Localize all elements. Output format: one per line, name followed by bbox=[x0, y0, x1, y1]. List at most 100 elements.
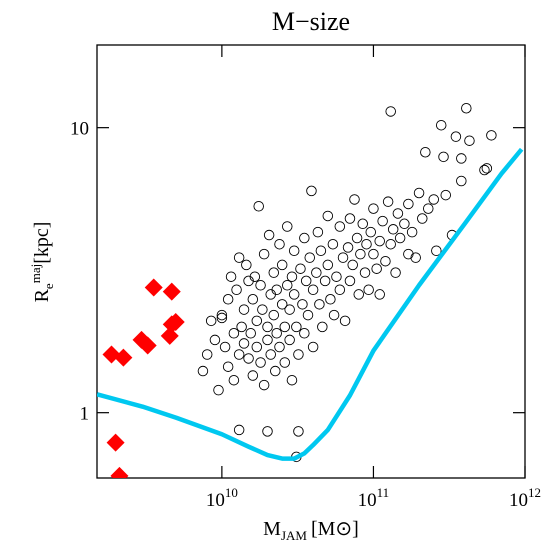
scatter-point bbox=[334, 221, 346, 232]
scatter-point bbox=[327, 238, 339, 250]
diamond-point bbox=[114, 348, 133, 367]
scatter-point bbox=[268, 309, 280, 321]
scatter-point bbox=[387, 224, 399, 235]
scatter-point bbox=[247, 370, 259, 381]
scatter-point bbox=[293, 349, 304, 360]
x-label-sub: JAM bbox=[281, 528, 307, 543]
scatter-point bbox=[299, 232, 310, 244]
scatter-point bbox=[291, 321, 302, 333]
scatter-point bbox=[300, 275, 312, 287]
scatter-point bbox=[276, 299, 288, 310]
diamond-point bbox=[106, 433, 125, 452]
diamond-point bbox=[160, 326, 179, 345]
x-tick-exponent: 11 bbox=[377, 485, 390, 500]
diamond-point bbox=[144, 278, 163, 297]
scatter-point bbox=[420, 146, 431, 158]
scatter-point bbox=[351, 232, 363, 244]
scatter-point bbox=[233, 252, 245, 263]
scatter-point bbox=[274, 238, 285, 250]
scatter-point bbox=[228, 374, 240, 386]
scatter-point bbox=[328, 309, 340, 321]
scatter-point bbox=[306, 185, 317, 197]
scatter-point bbox=[374, 289, 385, 300]
scatter-point bbox=[295, 263, 306, 274]
scatter-point bbox=[255, 357, 266, 368]
x-tick-label: 1012 bbox=[509, 485, 541, 511]
scatter-point bbox=[349, 194, 360, 205]
scatter-point bbox=[461, 102, 472, 114]
scatter-point bbox=[249, 271, 261, 282]
scatter-point bbox=[314, 299, 325, 310]
scatter-point bbox=[315, 245, 327, 256]
scatter-point bbox=[392, 208, 404, 219]
scatter-point bbox=[241, 259, 252, 271]
scatter-point bbox=[238, 338, 250, 349]
diamond-point bbox=[110, 466, 129, 478]
scatter-point bbox=[368, 203, 379, 214]
scatter-point bbox=[312, 226, 324, 238]
x-label-unit: [M⊙] bbox=[311, 518, 359, 540]
scatter-point bbox=[347, 259, 358, 271]
scatter-point bbox=[257, 304, 268, 315]
scatter-point bbox=[271, 327, 282, 339]
scatter-point bbox=[307, 341, 319, 353]
scatter-point bbox=[219, 341, 231, 353]
scatter-point bbox=[322, 259, 334, 271]
scatter-point bbox=[371, 263, 382, 274]
scatter-point bbox=[456, 175, 467, 187]
scatter-point bbox=[413, 187, 425, 199]
diamond-point bbox=[162, 282, 181, 301]
scatter-point bbox=[365, 226, 377, 238]
scatter-point bbox=[377, 215, 388, 227]
y-tick-label: 1 bbox=[80, 404, 90, 425]
y-label-main: R bbox=[31, 288, 53, 302]
x-tick-base: 10 bbox=[509, 490, 528, 511]
scatter-point bbox=[228, 327, 240, 339]
scatter-point bbox=[385, 106, 396, 117]
scatter-point bbox=[262, 334, 273, 346]
scatter-point bbox=[304, 252, 315, 263]
scatter-point bbox=[344, 213, 356, 224]
x-axis-label: MJAM [M⊙] bbox=[263, 518, 359, 543]
scatter-point bbox=[282, 279, 293, 291]
scatter-point bbox=[251, 315, 263, 327]
scatter-point bbox=[258, 248, 270, 260]
scatter-point bbox=[435, 119, 447, 131]
scatter-point bbox=[337, 252, 349, 263]
scatter-point bbox=[276, 259, 288, 271]
scatter-point bbox=[274, 341, 285, 353]
chart-title: M−size bbox=[272, 7, 350, 36]
x-tick-base: 10 bbox=[358, 490, 377, 511]
scatter-point bbox=[222, 361, 234, 372]
scatter-point bbox=[231, 284, 242, 295]
diamond-point bbox=[138, 336, 157, 355]
scatter-point bbox=[265, 289, 276, 300]
scatter-point bbox=[268, 267, 280, 278]
scatter-point bbox=[361, 238, 372, 250]
scatter-point bbox=[339, 315, 351, 327]
y-tick-label: 10 bbox=[70, 119, 89, 140]
scatter-point bbox=[255, 279, 266, 291]
scatter-point bbox=[282, 221, 293, 232]
scatter-point bbox=[456, 153, 467, 164]
scatter-point bbox=[245, 327, 256, 339]
scatter-point bbox=[342, 242, 354, 253]
y-label-sub: e bbox=[41, 283, 56, 289]
scatter-point bbox=[284, 334, 295, 346]
scatter-point bbox=[355, 248, 366, 260]
x-tick-exponent: 12 bbox=[528, 485, 541, 500]
scatter-point bbox=[286, 374, 298, 386]
scatter-point bbox=[331, 271, 342, 282]
scatter-point bbox=[302, 309, 314, 321]
scatter-point bbox=[385, 238, 396, 250]
scatter-point bbox=[271, 284, 282, 295]
scatter-point bbox=[481, 163, 493, 174]
scatter-point bbox=[279, 321, 291, 333]
scatter-point bbox=[464, 135, 475, 146]
scatter-point bbox=[263, 229, 275, 241]
scatter-point bbox=[284, 304, 295, 315]
scatter-point bbox=[368, 248, 379, 260]
scatter-point bbox=[262, 321, 273, 333]
scatter-point bbox=[213, 384, 224, 396]
scatter-point bbox=[423, 203, 434, 214]
